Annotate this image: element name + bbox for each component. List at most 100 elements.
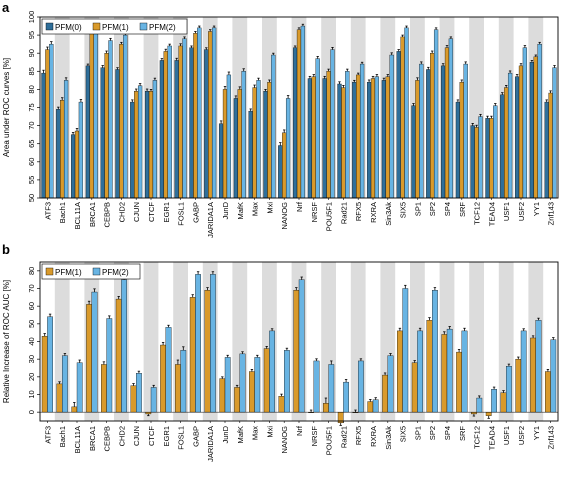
bar xyxy=(224,357,231,413)
bar xyxy=(56,109,61,199)
y-tick-label: 95 xyxy=(27,31,36,39)
legend-swatch xyxy=(45,267,54,276)
bar xyxy=(233,98,239,199)
x-tick-label: JARIDA1A xyxy=(206,426,215,462)
y-tick-label: 75 xyxy=(27,103,36,111)
bar xyxy=(537,43,542,199)
bar xyxy=(130,101,135,199)
bar xyxy=(71,406,78,413)
x-tick-label: Znf143 xyxy=(547,426,556,449)
bar xyxy=(444,47,450,199)
panel-b: b Relative Increase of ROC AUC [%] 0 10 20 30… xyxy=(2,242,559,462)
x-tick-label: POU5F1 xyxy=(325,426,334,455)
bar xyxy=(101,364,107,413)
x-tick-label: Bach1 xyxy=(58,202,67,223)
bar xyxy=(160,344,166,413)
x-tick-label: EGR1 xyxy=(162,202,171,222)
x-tick-label: Nrf xyxy=(295,201,304,212)
bar xyxy=(459,81,464,199)
bar xyxy=(123,34,128,199)
bar xyxy=(285,98,291,199)
bar xyxy=(489,118,494,199)
x-tick-label: SRF xyxy=(458,426,467,441)
bar xyxy=(56,383,63,413)
bar xyxy=(328,364,335,413)
bar xyxy=(86,304,92,413)
bar xyxy=(397,330,403,413)
bar xyxy=(426,320,433,413)
bar xyxy=(311,76,316,199)
bar xyxy=(63,80,69,199)
x-tick-label: POU5F1 xyxy=(325,202,334,231)
bar xyxy=(535,320,542,413)
bar xyxy=(411,105,416,199)
bar xyxy=(415,80,420,199)
y-tick-label: 70 xyxy=(27,284,36,292)
x-tick-label: BCL11A xyxy=(73,202,82,229)
background-stripe xyxy=(469,262,484,421)
bar xyxy=(189,47,194,199)
bar xyxy=(241,71,246,199)
bar xyxy=(500,94,505,199)
bar xyxy=(419,63,424,199)
bar xyxy=(366,81,372,199)
legend-label: PFM(0) xyxy=(55,23,82,32)
bar xyxy=(402,288,409,413)
bar xyxy=(91,291,98,413)
x-tick-label: JunD xyxy=(221,201,230,219)
bar xyxy=(269,330,275,413)
bar xyxy=(356,74,361,199)
bar xyxy=(387,355,394,413)
x-tick-label: NANOG xyxy=(280,202,289,230)
bar xyxy=(341,87,346,199)
bar xyxy=(62,355,68,413)
bar xyxy=(337,83,342,199)
x-tick-label: Nrf xyxy=(295,425,304,436)
bar xyxy=(322,78,327,199)
bar xyxy=(493,105,498,199)
bar xyxy=(385,76,390,199)
bar xyxy=(313,360,320,413)
bar xyxy=(76,362,83,413)
bar xyxy=(134,91,139,199)
bar xyxy=(463,63,468,199)
bar xyxy=(178,45,183,199)
panel-label: a xyxy=(2,0,10,15)
bar xyxy=(182,38,187,199)
bar xyxy=(144,91,150,199)
x-tick-label: SP1 xyxy=(413,426,422,440)
bar xyxy=(222,89,228,199)
bar xyxy=(382,374,388,413)
bar xyxy=(550,339,557,413)
bar xyxy=(282,132,287,199)
bar xyxy=(352,81,357,199)
bar xyxy=(504,87,509,199)
bar xyxy=(174,60,179,199)
bar xyxy=(278,145,283,199)
legend: PFM(0) PFM(1) PFM(2) xyxy=(41,18,188,35)
bar xyxy=(189,297,196,413)
x-tick-label: TCF12 xyxy=(473,202,482,225)
bar xyxy=(374,76,380,199)
bar xyxy=(307,78,313,199)
x-tick-label: USF1 xyxy=(502,202,511,221)
panel-label: b xyxy=(2,242,10,257)
bar xyxy=(400,36,405,199)
bar xyxy=(85,65,91,199)
bar xyxy=(256,80,261,199)
y-tick-label: 20 xyxy=(27,373,36,381)
x-tick-label: GABP xyxy=(191,426,200,447)
x-tick-label: FOSL1 xyxy=(177,202,186,226)
bar xyxy=(381,80,387,199)
bar xyxy=(159,60,165,199)
bar xyxy=(195,274,201,413)
x-tick-label: USF2 xyxy=(517,426,526,445)
x-tick-label: BRCA1 xyxy=(88,202,97,227)
bar xyxy=(271,54,276,199)
y-tick-label: 80 xyxy=(27,267,36,275)
y-tick-label: 60 xyxy=(27,158,36,166)
x-tick-label: YY1 xyxy=(532,426,541,440)
bar xyxy=(218,123,224,199)
bar xyxy=(136,373,142,413)
